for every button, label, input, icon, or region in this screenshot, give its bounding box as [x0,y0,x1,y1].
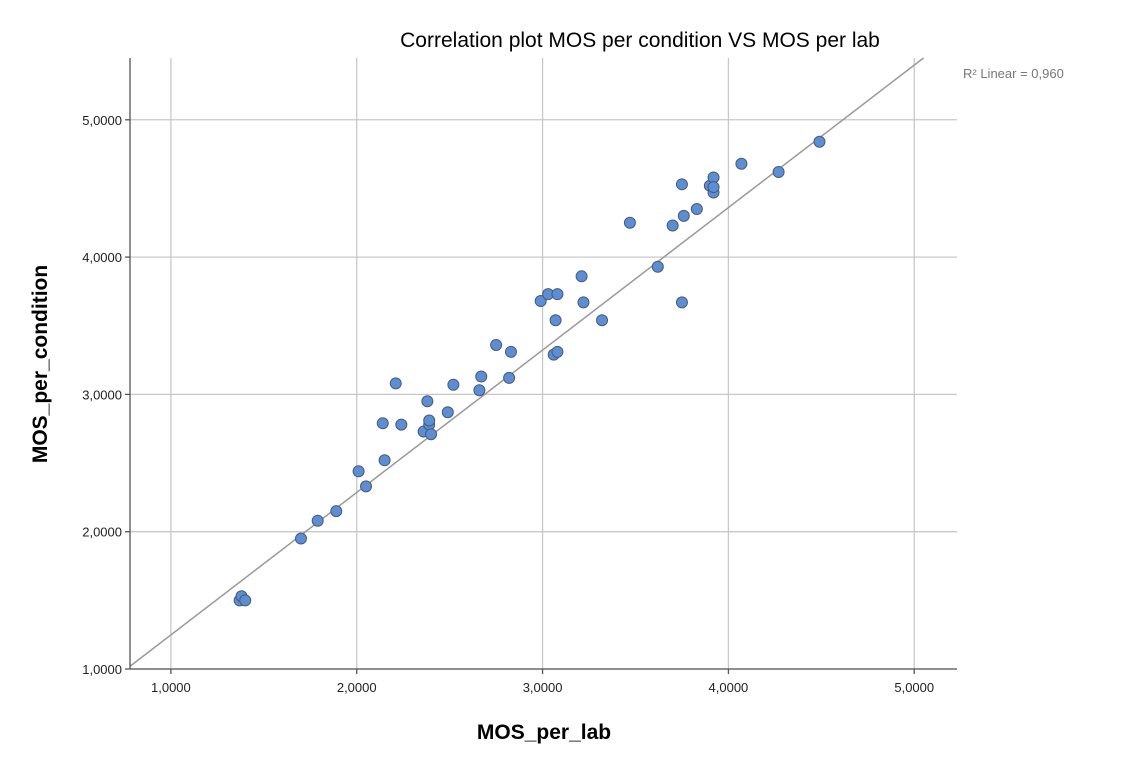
data-point [772,165,785,178]
data-point [666,219,679,232]
data-point [423,414,436,427]
data-point [651,260,664,273]
y-tick-label: 4,0000 [82,250,122,265]
data-point [395,418,408,431]
data-point [389,377,402,390]
data-point [534,295,547,308]
data-point [441,406,454,419]
tick-labels: 1,0000 2,0000 3,0000 4,0000 5,0000 1,0000 2,00… [82,113,934,695]
chart-title: Correlation plot MOS per condition VS MO… [400,29,880,52]
x-tick-label: 1,0000 [151,680,191,695]
data-point [623,216,636,229]
grid-lines [130,58,957,670]
data-point [473,384,486,397]
data-point [690,203,703,216]
x-tick-label: 3,0000 [523,680,563,695]
x-axis-title: MOS_per_lab [477,721,611,744]
data-point [503,371,516,384]
data-point [735,157,748,170]
data-point [675,296,688,309]
data-point [239,594,252,607]
axes [125,58,957,674]
data-point [813,135,826,148]
y-tick-label: 1,0000 [82,662,122,677]
x-tick-label: 4,0000 [709,680,749,695]
data-point [677,209,690,222]
data-point [504,345,517,358]
data-point [421,395,434,408]
r-squared-annotation: R² Linear = 0,960 [963,66,1064,81]
data-point [549,314,562,327]
data-point [577,296,590,309]
data-point [311,514,324,527]
data-point [707,181,720,194]
x-tick-label: 2,0000 [337,680,377,695]
fit-line-layer [129,57,925,667]
data-point [675,178,688,191]
data-point [378,454,391,467]
data-point [551,345,564,358]
data-point [425,428,438,441]
data-point [575,270,588,283]
y-tick-label: 2,0000 [82,525,122,540]
linear-fit-line [129,57,925,667]
data-point [376,417,389,430]
data-point [294,532,307,545]
y-axis-title: MOS_per_condition [29,265,52,463]
data-point [352,465,365,478]
data-point [551,288,564,301]
y-tick-label: 3,0000 [82,387,122,402]
data-points [233,135,826,607]
data-point [490,338,503,351]
x-tick-label: 5,0000 [894,680,934,695]
data-point [360,480,373,493]
y-tick-label: 5,0000 [82,113,122,128]
data-point [330,505,343,518]
data-point [596,314,609,327]
data-point [475,370,488,383]
data-point [447,378,460,391]
